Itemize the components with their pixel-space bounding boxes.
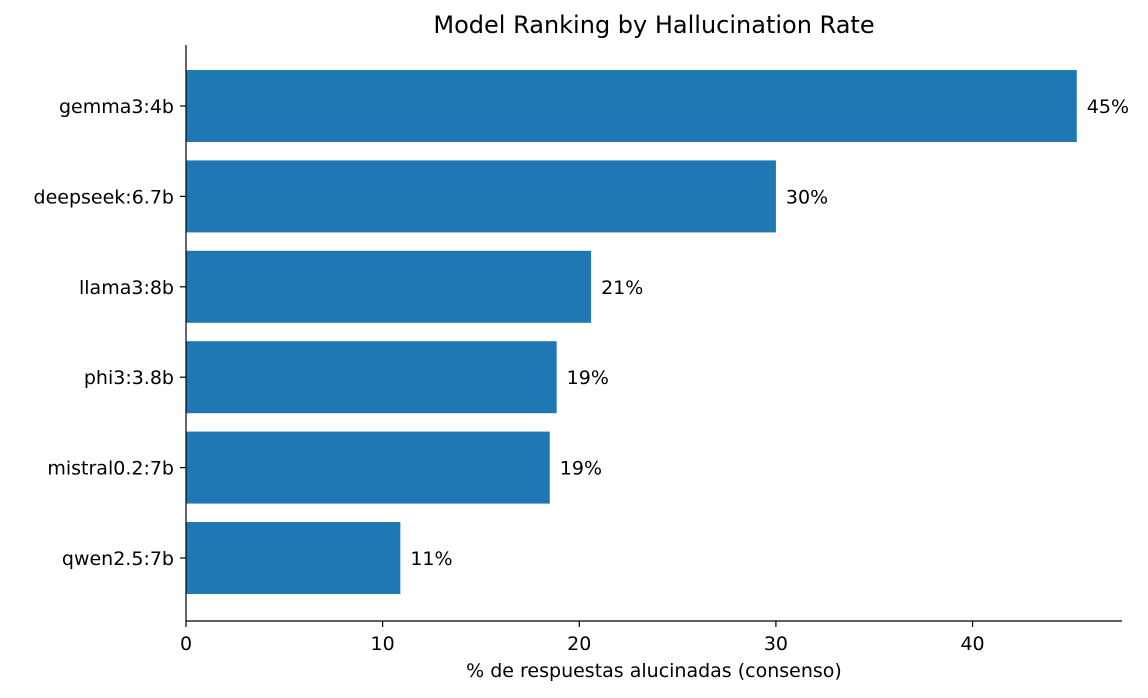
- y-tick-label: llama3:8b: [79, 277, 174, 299]
- data-label: 30%: [786, 186, 828, 208]
- data-label: 11%: [410, 548, 452, 570]
- chart-title: Model Ranking by Hallucination Rate: [433, 11, 874, 39]
- x-tick-label: 0: [180, 633, 192, 655]
- bar-mistral0-2-7b: [186, 431, 550, 504]
- bar-gemma3-4b: [186, 70, 1077, 142]
- x-axis: 0 10 20 30 40: [180, 620, 1122, 655]
- x-tick-label: 10: [371, 633, 395, 655]
- bar-llama3-8b: [186, 250, 592, 323]
- data-label: 45%: [1087, 96, 1129, 118]
- data-label: 21%: [601, 277, 643, 299]
- x-axis-label: % de respuestas alucinadas (consenso): [466, 660, 842, 682]
- bar-phi3-3-8b: [186, 341, 557, 414]
- x-tick-label: 30: [764, 633, 788, 655]
- y-tick-label: deepseek:6.7b: [34, 186, 174, 208]
- x-tick-label: 40: [960, 633, 984, 655]
- y-tick-label: gemma3:4b: [59, 96, 174, 118]
- bars-layer: [186, 70, 1077, 594]
- y-tick-label: mistral0.2:7b: [47, 458, 174, 480]
- bar-qwen2-5-7b: [186, 522, 401, 594]
- data-labels-layer: 45% 30% 21% 19% 19% 11%: [410, 96, 1129, 570]
- y-axis: gemma3:4b deepseek:6.7b llama3:8b phi3:3.8b…: [34, 45, 187, 621]
- data-label: 19%: [567, 367, 609, 389]
- data-label: 19%: [560, 458, 602, 480]
- y-tick-label: phi3:3.8b: [84, 367, 174, 389]
- x-tick-label: 20: [567, 633, 591, 655]
- y-tick-label: qwen2.5:7b: [62, 548, 174, 570]
- bar-deepseek-6-7b: [186, 160, 776, 233]
